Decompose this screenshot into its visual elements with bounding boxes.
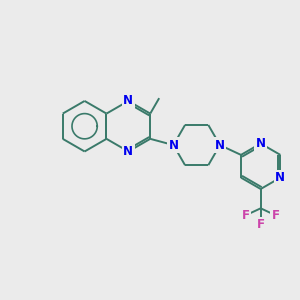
Text: N: N [123,145,134,158]
Text: F: F [272,209,280,222]
Text: N: N [256,137,266,150]
Text: N: N [168,139,178,152]
Text: N: N [275,171,285,184]
Text: F: F [242,209,250,222]
Text: N: N [215,139,225,152]
Text: F: F [257,218,265,231]
Text: N: N [123,94,134,107]
